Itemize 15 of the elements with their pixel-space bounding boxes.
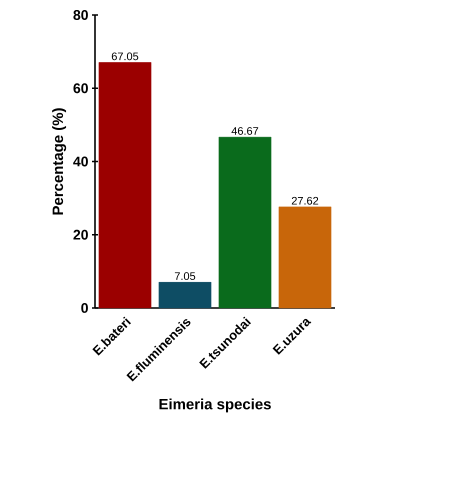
y-tick-label: 40 <box>73 156 88 166</box>
y-tick-label: 0 <box>81 303 88 313</box>
data-label: 67.05 <box>112 52 138 60</box>
y-axis-title: Percentage (%) <box>52 108 66 214</box>
y-tick-label: 60 <box>73 83 88 94</box>
data-label: 7.05 <box>174 272 196 280</box>
y-tick-label: 80 <box>73 10 88 20</box>
bar <box>278 206 332 308</box>
x-axis-title: Eimeria species <box>160 398 271 412</box>
data-label: 27.62 <box>292 196 318 205</box>
bar <box>218 136 272 308</box>
bar <box>98 62 152 308</box>
y-tick-label: 20 <box>73 230 88 240</box>
data-label: 46.67 <box>232 127 258 135</box>
bar <box>158 282 212 308</box>
